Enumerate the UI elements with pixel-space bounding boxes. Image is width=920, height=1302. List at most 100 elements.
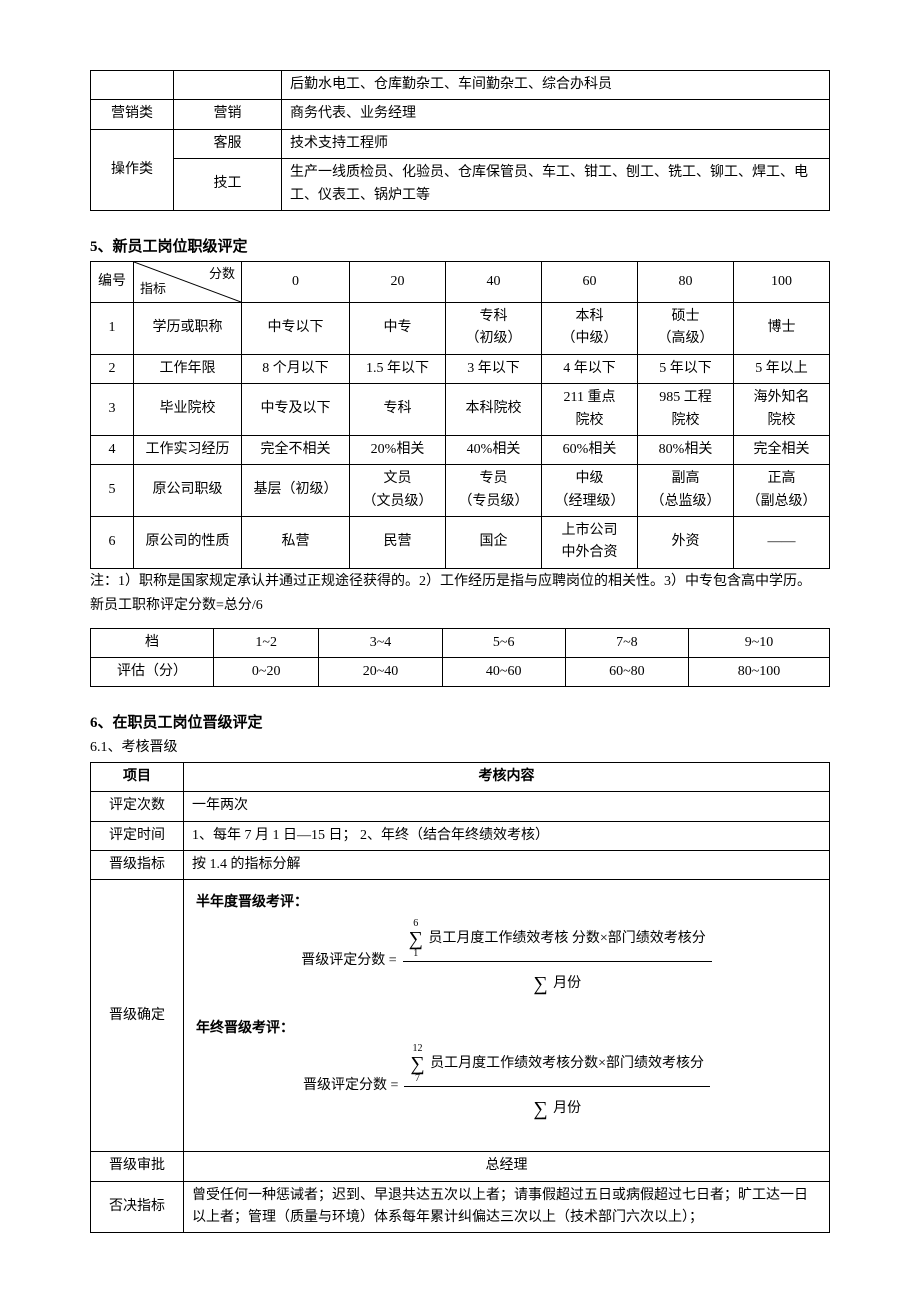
grade-val: 80~100	[689, 658, 830, 687]
formula-lhs: 晋级评定分数 =	[301, 950, 396, 972]
score-cell: 1.5 年以下	[350, 354, 446, 383]
cell-sub: 技工	[174, 159, 282, 211]
score-cell: 副高 （总监级）	[638, 465, 734, 517]
grade-col: 1~2	[214, 628, 319, 657]
grade-label: 档	[91, 628, 214, 657]
grade-table: 档 1~2 3~4 5~6 7~8 9~10 评估（分） 0~20 20~40 …	[90, 628, 830, 688]
row-label: 原公司的性质	[134, 517, 242, 569]
row-no: 2	[91, 354, 134, 383]
scoring-table: 编号 分数 指标 0 20 40 60 80 100 1学历或职称中专以下中专专…	[90, 261, 830, 569]
formula-year: 晋级评定分数 = 12∑7 员工月度工作绩效考核分数×部门绩效考核分 ∑ 月份	[196, 1044, 817, 1129]
grade-col: 9~10	[689, 628, 830, 657]
score-cell: 80%相关	[638, 435, 734, 464]
score-cell: 5 年以下	[638, 354, 734, 383]
score-header: 60	[542, 261, 638, 302]
section5-title: 5、新员工岗位职级评定	[90, 235, 830, 259]
score-cell: 5 年以上	[734, 354, 830, 383]
score-cell: 中专以下	[242, 302, 350, 354]
row-val: 一年两次	[184, 792, 830, 821]
score-cell: 民营	[350, 517, 446, 569]
score-cell: 海外知名 院校	[734, 384, 830, 436]
cell-sub: 营销	[174, 100, 282, 129]
grade-val: 0~20	[214, 658, 319, 687]
score-cell: 专科	[350, 384, 446, 436]
header-no: 编号	[91, 261, 134, 302]
formula-cell: 半年度晋级考评： 晋级评定分数 = 6∑1 员工月度工作绩效考核 分数×部门绩效…	[184, 880, 830, 1152]
score-cell: 中专	[350, 302, 446, 354]
grade-col: 7~8	[565, 628, 688, 657]
section6-title: 6、在职员工岗位晋级评定	[90, 711, 830, 735]
score-cell: 985 工程 院校	[638, 384, 734, 436]
row-val: 总经理	[184, 1152, 830, 1181]
score-cell: 专科 （初级）	[446, 302, 542, 354]
score-cell: 上市公司 中外合资	[542, 517, 638, 569]
score-cell: 硕士 （高级）	[638, 302, 734, 354]
header-item: 项目	[91, 762, 184, 791]
score-cell: 国企	[446, 517, 542, 569]
cell-cat: 营销类	[91, 100, 174, 129]
score-header: 0	[242, 261, 350, 302]
half-year-title: 半年度晋级考评：	[196, 892, 817, 914]
score-cell: 8 个月以下	[242, 354, 350, 383]
row-label: 晋级确定	[91, 880, 184, 1152]
grade-val: 20~40	[319, 658, 442, 687]
score-cell: 60%相关	[542, 435, 638, 464]
score-cell: 完全不相关	[242, 435, 350, 464]
formula-half: 晋级评定分数 = 6∑1 员工月度工作绩效考核 分数×部门绩效考核分 ∑ 月份	[196, 919, 817, 1004]
promotion-table: 项目 考核内容 评定次数 一年两次 评定时间 1、每年 7 月 1 日—15 日…	[90, 762, 830, 1234]
score-cell: 基层（初级）	[242, 465, 350, 517]
score-header: 100	[734, 261, 830, 302]
score-cell: 40%相关	[446, 435, 542, 464]
grade-col: 5~6	[442, 628, 565, 657]
score-cell: 私营	[242, 517, 350, 569]
cell-detail: 技术支持工程师	[282, 129, 830, 158]
row-label: 评定时间	[91, 821, 184, 850]
score-cell: 外资	[638, 517, 734, 569]
formula-den: 月份	[553, 1101, 581, 1116]
score-cell: 中专及以下	[242, 384, 350, 436]
score-cell: 文员 （文员级）	[350, 465, 446, 517]
row-no: 4	[91, 435, 134, 464]
year-end-title: 年终晋级考评：	[196, 1018, 817, 1040]
cell-detail: 后勤水电工、仓库勤杂工、车间勤杂工、综合办科员	[282, 71, 830, 100]
row-label: 学历或职称	[134, 302, 242, 354]
score-cell: 本科 （中级）	[542, 302, 638, 354]
score-cell: 3 年以下	[446, 354, 542, 383]
note1: 注：1）职称是国家规定承认并通过正规途径获得的。2）工作经历是指与应聘岗位的相关…	[90, 571, 830, 593]
row-label: 工作实习经历	[134, 435, 242, 464]
row-label: 毕业院校	[134, 384, 242, 436]
score-cell: 20%相关	[350, 435, 446, 464]
score-cell: 中级 （经理级）	[542, 465, 638, 517]
score-header: 40	[446, 261, 542, 302]
score-cell: 本科院校	[446, 384, 542, 436]
formula-den: 月份	[553, 976, 581, 991]
row-label: 工作年限	[134, 354, 242, 383]
score-cell: 完全相关	[734, 435, 830, 464]
section6-sub: 6.1、考核晋级	[90, 737, 830, 759]
row-val: 曾受任何一种惩诫者；迟到、早退共达五次以上者；请事假超过五日或病假超过七日者；旷…	[184, 1181, 830, 1233]
diag-top: 分数	[209, 264, 235, 285]
score-cell: 博士	[734, 302, 830, 354]
formula-lhs: 晋级评定分数 =	[303, 1075, 398, 1097]
category-table: 后勤水电工、仓库勤杂工、车间勤杂工、综合办科员 营销类 营销 商务代表、业务经理…	[90, 70, 830, 211]
cell-detail: 商务代表、业务经理	[282, 100, 830, 129]
cell-sub: 客服	[174, 129, 282, 158]
cell-empty	[91, 71, 174, 100]
row-no: 3	[91, 384, 134, 436]
formula-num: 员工月度工作绩效考核分数×部门绩效考核分	[430, 1056, 704, 1071]
cell-detail: 生产一线质检员、化验员、仓库保管员、车工、钳工、刨工、铣工、铆工、焊工、电工、仪…	[282, 159, 830, 211]
row-val: 按 1.4 的指标分解	[184, 850, 830, 879]
score-cell: ——	[734, 517, 830, 569]
score-cell: 正高 （副总级）	[734, 465, 830, 517]
row-no: 6	[91, 517, 134, 569]
cell-empty	[174, 71, 282, 100]
row-label: 晋级审批	[91, 1152, 184, 1181]
header-content: 考核内容	[184, 762, 830, 791]
grade-label: 评估（分）	[91, 658, 214, 687]
score-header: 20	[350, 261, 446, 302]
grade-val: 40~60	[442, 658, 565, 687]
grade-val: 60~80	[565, 658, 688, 687]
row-label: 原公司职级	[134, 465, 242, 517]
score-header: 80	[638, 261, 734, 302]
diag-bottom: 指标	[140, 279, 166, 300]
